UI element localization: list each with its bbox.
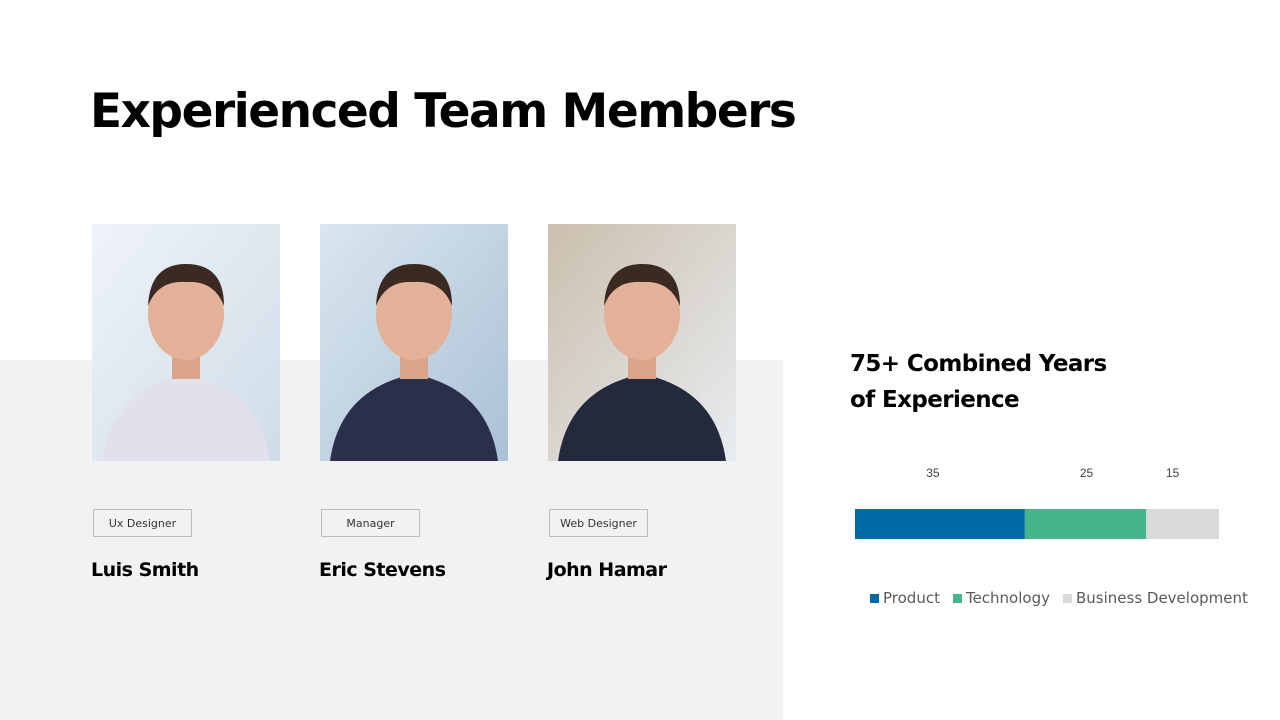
member-name: Eric Stevens: [319, 559, 446, 581]
member-photo: [92, 224, 280, 461]
role-badge: Manager: [321, 509, 420, 537]
legend-swatch: [952, 593, 962, 603]
data-label: 35: [926, 466, 940, 480]
role-badge: Web Designer: [549, 509, 648, 537]
chart-legend: Product Technology Business Development: [870, 589, 1248, 607]
data-label: 25: [1080, 466, 1094, 480]
team-member-card: Manager Eric Stevens: [319, 224, 510, 581]
experience-chart: 35 25 15: [855, 466, 1219, 539]
member-photo: [548, 224, 736, 461]
legend-item: Business Development: [1062, 589, 1248, 607]
member-name: John Hamar: [547, 559, 667, 581]
bar-segment-business-development: [1146, 509, 1219, 539]
slide-title: Experienced Team Members: [90, 84, 797, 139]
bar-segment-product: [855, 509, 1025, 539]
legend-label: Business Development: [1075, 589, 1248, 607]
member-name: Luis Smith: [91, 559, 199, 581]
team-member-card: Ux Designer Luis Smith: [91, 224, 282, 581]
legend-swatch: [1062, 593, 1072, 603]
experience-title-line2: of Experience: [850, 387, 1020, 413]
experience-title-line1: 75+ Combined Years: [850, 351, 1107, 377]
data-label: 15: [1166, 466, 1180, 480]
team-member-card: Web Designer John Hamar: [547, 224, 738, 581]
legend-item: Technology: [952, 589, 1050, 607]
legend-item: Product: [870, 589, 940, 607]
bar-segment-technology: [1024, 509, 1147, 539]
member-photo: [320, 224, 508, 461]
experience-title: 75+ Combined Years of Experience: [850, 346, 1107, 418]
legend-label: Technology: [965, 589, 1050, 607]
legend-swatch: [870, 593, 879, 603]
legend-label: Product: [883, 589, 940, 607]
role-badge: Ux Designer: [93, 509, 192, 537]
